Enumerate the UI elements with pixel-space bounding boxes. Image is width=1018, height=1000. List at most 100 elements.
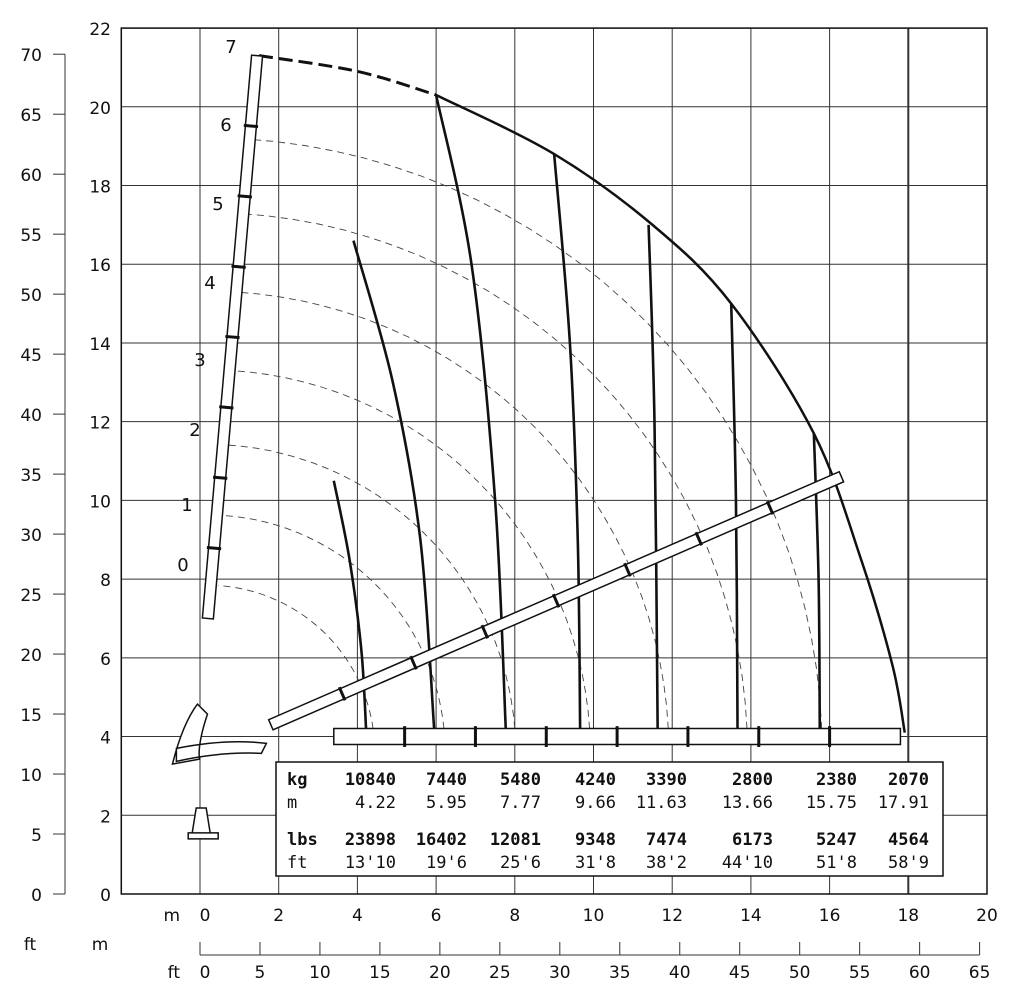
table-cell: 2070 (888, 770, 929, 790)
y-tick-label-m: 2 (100, 807, 111, 827)
table-cell: 58'9 (888, 853, 929, 873)
boom-section-label: 0 (177, 555, 188, 576)
boom-joint (225, 334, 240, 340)
boom-joint (219, 405, 234, 410)
radius-arc-dashed (244, 138, 823, 729)
x-tick-label-ft: 50 (789, 963, 811, 983)
table-cell: 5.95 (426, 793, 467, 813)
y-tick-label-ft: 40 (20, 406, 42, 426)
table-cell: 16402 (416, 830, 467, 850)
x-tick-label-m: 14 (740, 906, 762, 926)
table-cell: 10840 (345, 770, 396, 790)
y-tick-label-m: 14 (89, 335, 111, 355)
x-tick-label-ft: 35 (609, 963, 631, 983)
x-axis-unit-ft: ft (168, 963, 181, 983)
x-tick-label-ft: 0 (200, 963, 211, 983)
table-cell: 15.75 (806, 793, 857, 813)
boom-section-label: 7 (225, 37, 236, 58)
table-cell: 12081 (490, 830, 541, 850)
crane-base (171, 702, 268, 840)
x-tick-label-ft: 20 (429, 963, 451, 983)
y-tick-label-m: 6 (100, 650, 111, 670)
boom-joint (237, 194, 253, 199)
load-curve (729, 303, 739, 729)
envelope-curve (435, 93, 906, 733)
boom-section-label: 1 (181, 495, 192, 516)
x-tick-label-ft: 15 (369, 963, 391, 983)
y-tick-label-m: 20 (89, 99, 111, 119)
ft-axis-left-label: ft (24, 935, 37, 955)
boom-joint (212, 475, 228, 480)
load-curve (552, 153, 582, 729)
table-cell: 17.91 (878, 793, 929, 813)
x-tick-label-ft: 30 (549, 963, 571, 983)
y-tick-label-m: 8 (100, 571, 111, 591)
table-cell: 2380 (816, 770, 857, 790)
boom-joint (694, 531, 703, 546)
boom-joint (337, 686, 347, 701)
table-cell: 7.77 (500, 793, 541, 813)
boom-joint (243, 123, 259, 129)
table-cell: 5247 (816, 830, 857, 850)
boom-joint (765, 500, 775, 515)
load-curve (332, 480, 368, 729)
table-cell: 9348 (575, 830, 616, 850)
plot-frame (120, 27, 988, 895)
y-tick-label-ft: 35 (20, 466, 42, 486)
x-tick-label-ft: 60 (909, 963, 931, 983)
boom-section-label: 6 (220, 115, 231, 136)
m-axis-left-label: m (92, 935, 109, 955)
table-cell: 4.22 (355, 793, 396, 813)
table-row-label: ft (287, 853, 307, 873)
radius-arc-dashed (222, 514, 445, 729)
table-cell: 4564 (888, 830, 929, 850)
x-tick-label-m: 2 (273, 906, 284, 926)
y-tick-label-m: 16 (89, 256, 111, 276)
boom-joint (551, 593, 561, 608)
y-tick-label-m: 4 (100, 729, 111, 749)
x-tick-label-ft: 65 (969, 963, 991, 983)
x-tick-label-ft: 45 (729, 963, 751, 983)
table-cell: 13.66 (722, 793, 773, 813)
y-tick-label-m: 22 (89, 20, 111, 40)
y-tick-label-ft: 0 (31, 886, 42, 906)
table-cell: 6173 (732, 830, 773, 850)
radius-arc-dashed (226, 444, 516, 729)
table-cell: 13'10 (345, 853, 396, 873)
x-tick-label-m: 20 (976, 906, 998, 926)
table-cell: 11.63 (636, 793, 687, 813)
table-cell: 31'8 (575, 853, 616, 873)
boom-section-label: 3 (194, 350, 205, 371)
boom-joint (480, 624, 490, 639)
load-curve (434, 94, 508, 729)
x-axis-unit-m: m (163, 906, 180, 926)
load-curve (647, 224, 659, 729)
y-tick-label-ft: 60 (20, 166, 42, 186)
boom-joint (409, 655, 418, 670)
y-tick-label-ft: 45 (20, 346, 42, 366)
boom-section-label: 5 (212, 194, 223, 215)
x-tick-label-ft: 25 (489, 963, 511, 983)
table-cell: 3390 (646, 770, 687, 790)
y-tick-label-ft: 10 (20, 766, 42, 786)
table-row-label: lbs (287, 830, 318, 850)
y-tick-label-ft: 20 (20, 646, 42, 666)
table-cell: 19'6 (426, 853, 467, 873)
x-tick-label-m: 4 (352, 906, 363, 926)
x-tick-label-m: 12 (661, 906, 683, 926)
x-tick-label-m: 0 (200, 906, 211, 926)
boom-section-label: 2 (189, 420, 200, 441)
table-cell: 2800 (732, 770, 773, 790)
x-tick-label-m: 18 (897, 906, 919, 926)
boom-joint (623, 562, 632, 577)
x-tick-label-ft: 5 (255, 963, 266, 983)
y-tick-label-m: 10 (89, 492, 111, 512)
table-cell: 25'6 (500, 853, 541, 873)
y-tick-label-ft: 70 (20, 46, 42, 66)
envelope-dashed-segment (258, 54, 437, 97)
y-tick-label-ft: 5 (31, 826, 42, 846)
table-row-label: kg (287, 770, 307, 790)
table-cell: 7474 (646, 830, 687, 850)
